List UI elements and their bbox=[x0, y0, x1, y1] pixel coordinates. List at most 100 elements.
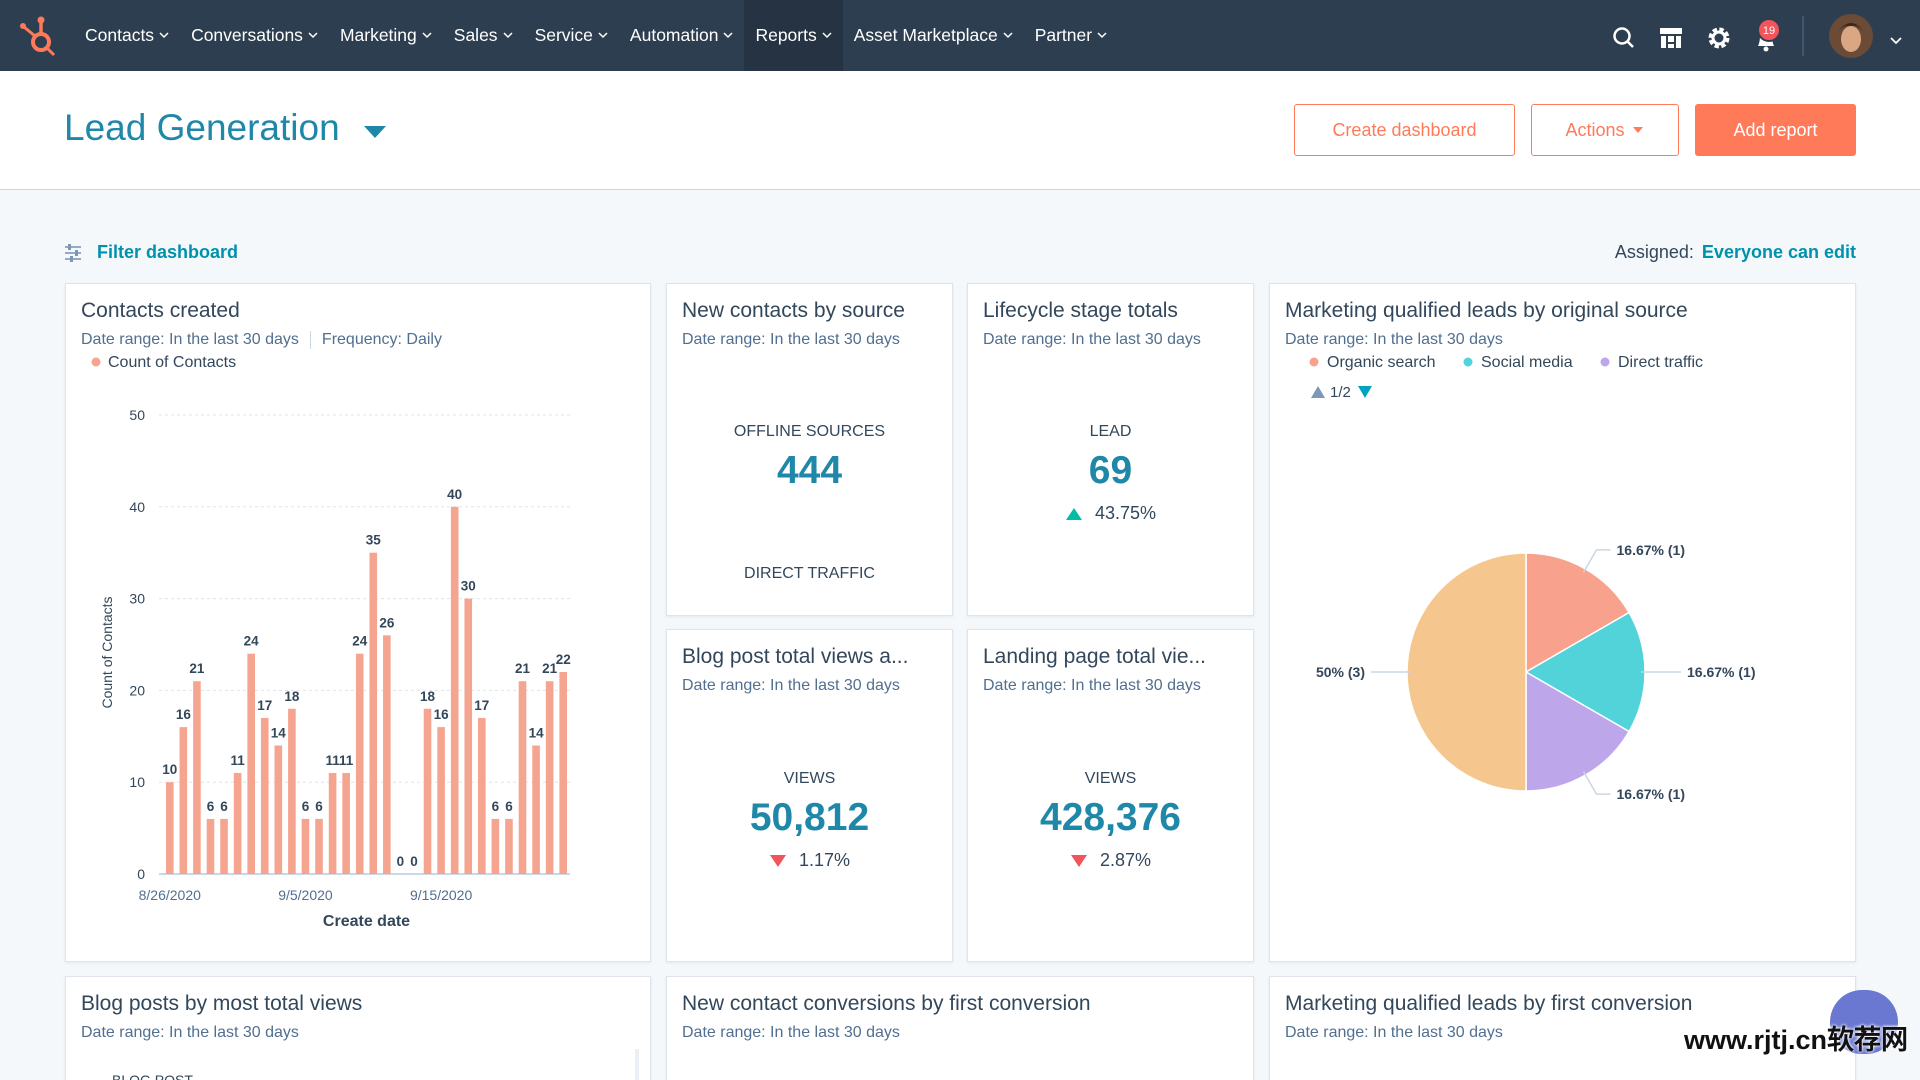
account-caret[interactable] bbox=[1890, 37, 1902, 45]
bar bbox=[179, 727, 188, 874]
data-label: 21 bbox=[189, 661, 205, 676]
widget-card: Blog posts by most total views Date rang… bbox=[65, 976, 651, 1080]
data-label: 10 bbox=[162, 762, 177, 777]
nav-item-label: Sales bbox=[453, 25, 498, 45]
widget-card: Organic search Social media Direct traffic… bbox=[1269, 283, 1856, 962]
kpi-change: 1.17% bbox=[667, 850, 952, 871]
actions-button[interactable]: Actions bbox=[1531, 104, 1679, 156]
bar bbox=[437, 727, 445, 874]
bar bbox=[220, 818, 228, 874]
nav-item[interactable]: Reports bbox=[744, 0, 843, 71]
kpi-label: VIEWS bbox=[1084, 770, 1137, 787]
nav-item[interactable]: Automation bbox=[619, 0, 745, 71]
trend-down-icon bbox=[1070, 854, 1087, 867]
nav-item[interactable]: Marketing bbox=[329, 0, 443, 71]
bar bbox=[545, 681, 554, 874]
bar bbox=[301, 818, 310, 874]
widget-title[interactable]: Marketing qualified leads by original so… bbox=[1285, 299, 1688, 322]
bar bbox=[505, 818, 513, 874]
x-axis-label: Create date bbox=[323, 913, 410, 930]
kpi-label: OFFLINE SOURCES bbox=[733, 423, 886, 440]
logo[interactable] bbox=[14, 0, 84, 71]
notifications-icon[interactable]: 19 bbox=[1757, 18, 1781, 52]
nav-item[interactable]: Contacts bbox=[74, 0, 180, 71]
y-tick-label: 40 bbox=[129, 499, 145, 515]
nav-caret bbox=[503, 32, 513, 39]
caret bbox=[598, 32, 608, 39]
widget-title[interactable]: Blog post total views a... bbox=[682, 645, 909, 668]
bar bbox=[450, 506, 459, 874]
bar bbox=[518, 681, 527, 874]
bar bbox=[355, 653, 364, 874]
marketplace-icon[interactable] bbox=[1660, 28, 1682, 48]
nav-item[interactable]: Conversations bbox=[180, 0, 329, 71]
data-label: 0 bbox=[397, 854, 405, 869]
y-axis-label: Count of Contacts bbox=[99, 596, 115, 708]
create-dashboard-button[interactable]: Create dashboard bbox=[1294, 104, 1515, 156]
trend-up-icon bbox=[1065, 507, 1082, 520]
nav-item-label: Conversations bbox=[191, 25, 303, 45]
data-label: 16.67% (1) bbox=[1617, 542, 1685, 558]
settings-icon[interactable] bbox=[1708, 27, 1730, 49]
widget-title[interactable]: New contact conversions by first convers… bbox=[682, 992, 1091, 1015]
legend-swatch bbox=[91, 357, 101, 367]
y-tick-label: 30 bbox=[129, 591, 145, 607]
assigned: Assigned: Everyone can edit bbox=[1615, 242, 1856, 263]
bar bbox=[342, 773, 350, 874]
data-label: 16 bbox=[176, 707, 192, 722]
widget-title[interactable]: Contacts created bbox=[81, 299, 240, 322]
nav-item[interactable]: Service bbox=[524, 0, 619, 71]
widget-title[interactable]: Landing page total vie... bbox=[983, 645, 1207, 668]
data-label: 11 bbox=[325, 753, 340, 768]
y-tick-label: 10 bbox=[129, 774, 145, 790]
data-label: 14 bbox=[529, 725, 545, 740]
leader-line bbox=[1582, 549, 1611, 573]
data-label: 6 bbox=[302, 799, 310, 814]
widget-card: Blog post total views a... Date range: I… bbox=[666, 629, 953, 962]
nav-item[interactable]: Asset Marketplace bbox=[843, 0, 1024, 71]
assigned-value[interactable]: Everyone can edit bbox=[1701, 242, 1856, 262]
leader-line bbox=[1582, 771, 1611, 795]
dashboard-title[interactable]: Lead Generation bbox=[64, 107, 340, 148]
widget-card: New contacts by source Date range: In th… bbox=[666, 283, 953, 616]
dashboard-switcher-caret[interactable] bbox=[364, 125, 386, 139]
y-tick-label: 50 bbox=[129, 407, 145, 423]
nav-caret bbox=[422, 32, 432, 39]
column-header[interactable]: BLOG POST bbox=[112, 1072, 193, 1080]
trend-triangle bbox=[769, 854, 786, 867]
date-range: Date range: In the last 30 days bbox=[983, 677, 1201, 694]
widget-title[interactable]: New contacts by source bbox=[682, 299, 905, 322]
pie-chart: Organic search Social media Direct traffic… bbox=[1309, 354, 1755, 802]
watermark: www.rjtj.cn软荐网 bbox=[1684, 1025, 1909, 1055]
data-label: 14 bbox=[271, 725, 287, 740]
widget-title[interactable]: Marketing qualified leads by first conve… bbox=[1285, 992, 1693, 1015]
nav-caret bbox=[159, 32, 169, 39]
filter-dashboard[interactable]: Filter dashboard bbox=[64, 242, 238, 263]
widget-title[interactable]: Blog posts by most total views bbox=[81, 992, 363, 1015]
widget-title[interactable]: Lifecycle stage totals bbox=[983, 299, 1178, 322]
chat-button[interactable] bbox=[1830, 990, 1898, 1054]
bar bbox=[233, 773, 242, 874]
top-nav: Contacts Conversations Marketing Sales Servi… bbox=[0, 0, 1920, 71]
search-icon[interactable] bbox=[1613, 27, 1634, 48]
scrollbar[interactable] bbox=[635, 1049, 639, 1080]
bar bbox=[274, 745, 283, 874]
trend-triangle bbox=[1070, 854, 1087, 867]
kpi-value: 428,376 bbox=[1040, 796, 1181, 839]
widget-card: New contact conversions by first convers… bbox=[666, 976, 1254, 1080]
caret bbox=[159, 32, 169, 39]
filter-label: Filter dashboard bbox=[97, 242, 239, 262]
nav-caret bbox=[1003, 32, 1013, 39]
nav-item[interactable]: Partner bbox=[1024, 0, 1118, 71]
data-label: 6 bbox=[220, 799, 228, 814]
nav-item-label: Asset Marketplace bbox=[853, 25, 998, 45]
nav-item[interactable]: Sales bbox=[443, 0, 524, 71]
page-header: Lead Generation Create dashboard Actions… bbox=[0, 71, 1920, 190]
caret bbox=[503, 32, 513, 39]
nav-caret bbox=[598, 32, 608, 39]
bar bbox=[383, 635, 391, 874]
avatar[interactable] bbox=[1829, 14, 1873, 58]
x-tick-label: 9/5/2020 bbox=[278, 887, 333, 903]
add-report-button[interactable]: Add report bbox=[1695, 104, 1856, 156]
kpi-change: 2.87% bbox=[968, 850, 1253, 871]
